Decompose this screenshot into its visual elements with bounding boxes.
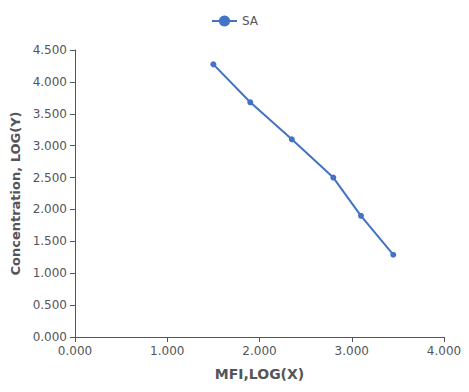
svg-text:1.500: 1.500 — [33, 234, 67, 248]
svg-text:3.000: 3.000 — [335, 344, 369, 358]
svg-text:4.500: 4.500 — [33, 43, 67, 57]
svg-text:4.000: 4.000 — [427, 344, 461, 358]
svg-text:0.500: 0.500 — [33, 298, 67, 312]
svg-text:0.000: 0.000 — [33, 330, 67, 344]
svg-text:1.000: 1.000 — [33, 266, 67, 280]
svg-text:2.000: 2.000 — [242, 344, 276, 358]
svg-text:SA: SA — [242, 14, 259, 28]
svg-text:4.000: 4.000 — [33, 75, 67, 89]
svg-text:2.500: 2.500 — [33, 171, 67, 185]
svg-text:2.000: 2.000 — [33, 202, 67, 216]
svg-text:Concentration, LOG(Y): Concentration, LOG(Y) — [8, 111, 23, 275]
svg-text:MFI,LOG(X): MFI,LOG(X) — [215, 366, 304, 382]
svg-text:3.000: 3.000 — [33, 139, 67, 153]
svg-text:1.000: 1.000 — [150, 344, 184, 358]
svg-text:3.500: 3.500 — [33, 107, 67, 121]
svg-text:0.000: 0.000 — [58, 344, 92, 358]
